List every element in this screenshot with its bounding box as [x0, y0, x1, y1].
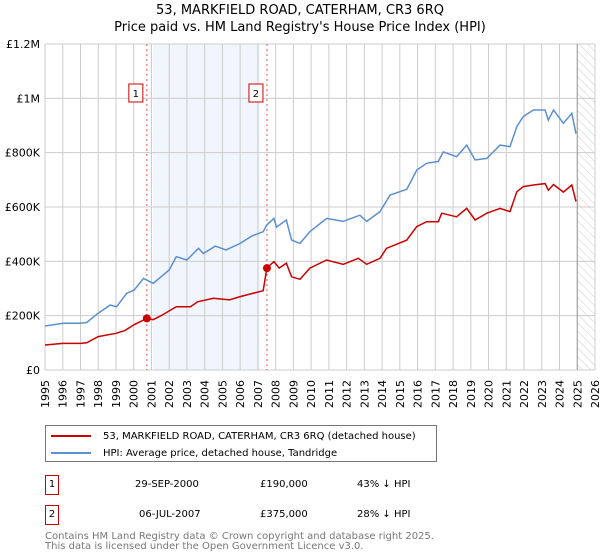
- y-tick-label: £200K: [5, 310, 41, 323]
- x-tick-label: 2018: [447, 380, 460, 408]
- x-tick-label: 2012: [341, 380, 354, 408]
- sale-date: 06-JUL-2007: [139, 509, 201, 520]
- x-tick-label: 2004: [199, 380, 212, 408]
- price-chart: 1995 1996 1997 1998 1999 2000 2001 2002 2003 2004…: [5, 38, 600, 408]
- footer-copyright: Contains HM Land Registry data © Crown c…: [45, 531, 434, 542]
- x-tick-label: 2003: [181, 380, 194, 408]
- chart-title: 53, MARKFIELD ROAD, CATERHAM, CR3 6RQ: [156, 3, 444, 18]
- x-tick-label: 1998: [92, 380, 105, 408]
- sale-2-label-box: [248, 83, 264, 103]
- x-tick-label: 2013: [358, 380, 371, 408]
- x-tick-label: 2000: [128, 380, 141, 408]
- hpi-line: [44, 108, 577, 327]
- sale-1-label-box: [128, 83, 144, 103]
- x-tick-label: 2021: [500, 380, 513, 408]
- x-tick-label: 2016: [412, 380, 425, 408]
- x-tick-label: 2008: [270, 380, 283, 408]
- sale-1-point: [142, 314, 151, 323]
- x-tick-label: 2006: [234, 380, 247, 408]
- x-tick-label: 2009: [287, 380, 300, 408]
- x-tick-label: 2022: [518, 380, 531, 408]
- x-tick-label: 1997: [74, 380, 87, 408]
- legend-item-hpi: HPI: Average price, detached house, Tand…: [46, 445, 337, 461]
- x-tick-label: 1999: [110, 380, 123, 408]
- y-tick-label: £1M: [17, 92, 41, 105]
- x-tick-label: 1996: [57, 380, 70, 408]
- y-tick-label: £0: [26, 364, 40, 377]
- y-tick-label: £1.2M: [6, 38, 40, 51]
- legend-label-property: 53, MARKFIELD ROAD, CATERHAM, CR3 6RQ (d…: [103, 430, 416, 442]
- sale-marker-badge: 2: [45, 505, 59, 525]
- x-tick-label: 2014: [376, 380, 389, 408]
- sale-1-label: 1: [133, 89, 139, 100]
- sale-2-point: [262, 264, 271, 273]
- chart-subtitle: Price paid vs. HM Land Registry's House …: [114, 20, 486, 35]
- sale-row-2: 2 06-JUL-2007 £375,000 28% ↓ HPI: [45, 505, 465, 525]
- legend-label-hpi: HPI: Average price, detached house, Tand…: [103, 447, 338, 459]
- legend-item-property: 53, MARKFIELD ROAD, CATERHAM, CR3 6RQ (d…: [46, 428, 416, 444]
- sale-hpi-diff: 43% ↓ HPI: [357, 479, 411, 490]
- x-tick-label: 2015: [394, 380, 407, 408]
- property-price-line: [44, 182, 577, 346]
- y-tick-label: £600K: [5, 201, 41, 214]
- legend-swatch-hpi: [51, 452, 91, 454]
- sale-hpi-diff: 28% ↓ HPI: [357, 509, 411, 520]
- x-tick-label: 2007: [252, 380, 265, 408]
- x-tick-label: 1995: [39, 380, 52, 408]
- y-tick-label: £400K: [5, 255, 41, 268]
- x-tick-label: 2002: [163, 380, 176, 408]
- x-tick-label: 2024: [554, 380, 567, 408]
- legend: 53, MARKFIELD ROAD, CATERHAM, CR3 6RQ (d…: [45, 425, 437, 462]
- sale-price: £190,000: [260, 479, 308, 490]
- x-tick-label: 2025: [571, 380, 584, 408]
- x-tick-label: 2011: [323, 380, 336, 408]
- x-tick-label: 2026: [589, 380, 600, 408]
- legend-swatch-property: [51, 435, 91, 437]
- sale-date: 29-SEP-2000: [135, 479, 199, 490]
- x-tick-label: 2023: [536, 380, 549, 408]
- x-tick-label: 2001: [145, 380, 158, 408]
- y-tick-label: £800K: [5, 147, 41, 160]
- sale-2-label: 2: [253, 89, 259, 100]
- footer-licence: This data is licensed under the Open Gov…: [45, 541, 364, 552]
- x-tick-label: 2005: [216, 380, 229, 408]
- sale-price: £375,000: [260, 509, 308, 520]
- x-tick-label: 2010: [305, 380, 318, 408]
- x-tick-label: 2019: [465, 380, 478, 408]
- sale-row-1: 1 29-SEP-2000 £190,000 43% ↓ HPI: [45, 475, 465, 495]
- x-tick-label: 2017: [429, 380, 442, 408]
- x-tick-label: 2020: [483, 380, 496, 408]
- sale-marker-badge: 1: [45, 475, 59, 495]
